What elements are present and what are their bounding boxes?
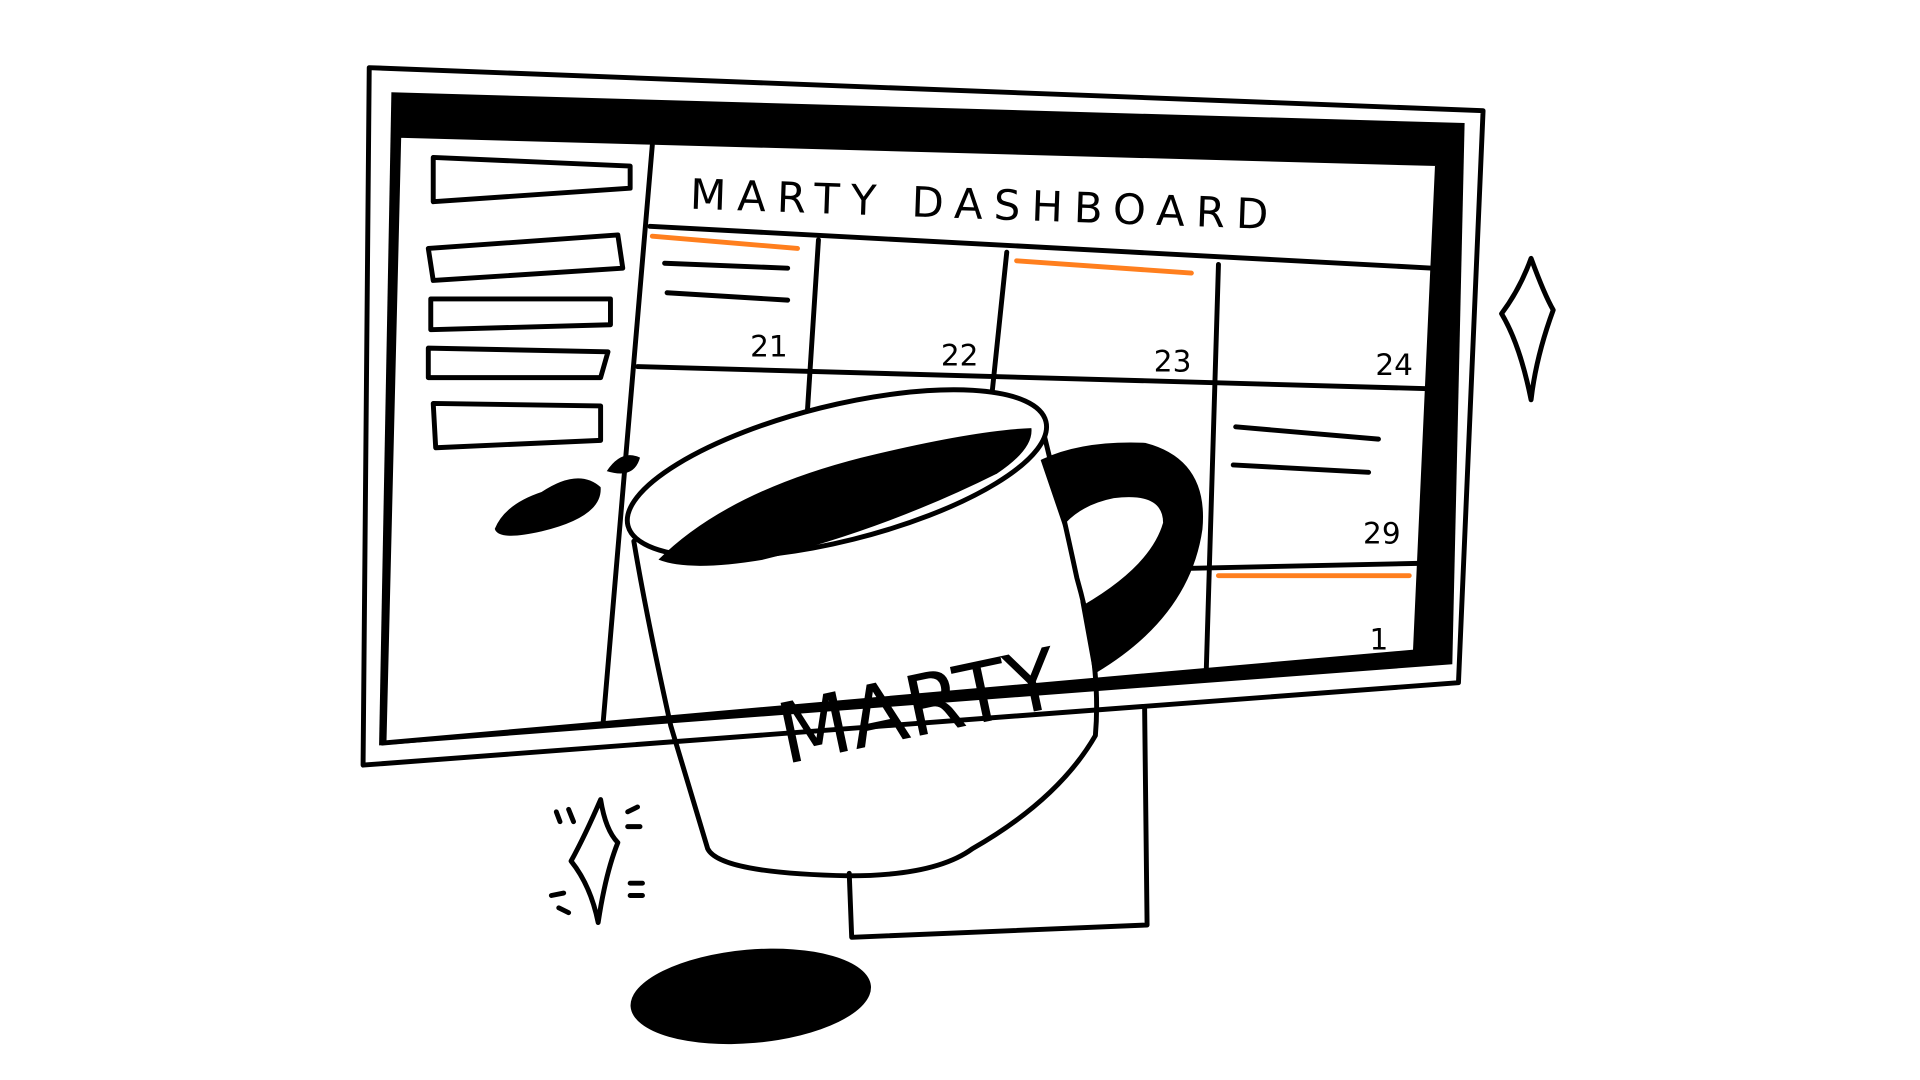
- shadow: [630, 948, 871, 1045]
- monitor-frame: [360, 65, 1486, 768]
- grid-line: [647, 223, 1436, 271]
- coffee: [658, 428, 1032, 566]
- grid-line: [1203, 262, 1221, 677]
- day-number: 1: [1370, 622, 1389, 656]
- monitor-stand: [846, 704, 1150, 940]
- grid-line: [989, 249, 1010, 397]
- sidebar-search: [430, 154, 633, 205]
- day-number: 21: [750, 330, 788, 364]
- grid-line: [600, 142, 655, 726]
- sidebar-item-blue[interactable]: [430, 401, 604, 451]
- mug-handle-hole: [1065, 497, 1164, 606]
- sparkle: [1499, 255, 1556, 403]
- blob: [494, 478, 601, 536]
- day-number: 23: [1154, 344, 1192, 378]
- day-number: 29: [1363, 517, 1401, 551]
- day-number: 22: [941, 338, 979, 372]
- grid-line: [803, 237, 821, 433]
- event-lines: [662, 260, 1381, 475]
- sparkle-rays: [548, 804, 645, 916]
- sparkle: [568, 797, 621, 926]
- sidebar-item-orange[interactable]: [425, 232, 626, 283]
- mug-body: [631, 415, 1100, 879]
- grid-line: [1188, 560, 1421, 571]
- sidebar-item-green[interactable]: [425, 345, 611, 381]
- event-bar[interactable]: [649, 233, 800, 251]
- day-number: 24: [1375, 348, 1413, 382]
- grid-line: [635, 364, 1431, 392]
- sidebar-item-magenta[interactable]: [428, 296, 613, 333]
- event-bar[interactable]: [1014, 258, 1194, 276]
